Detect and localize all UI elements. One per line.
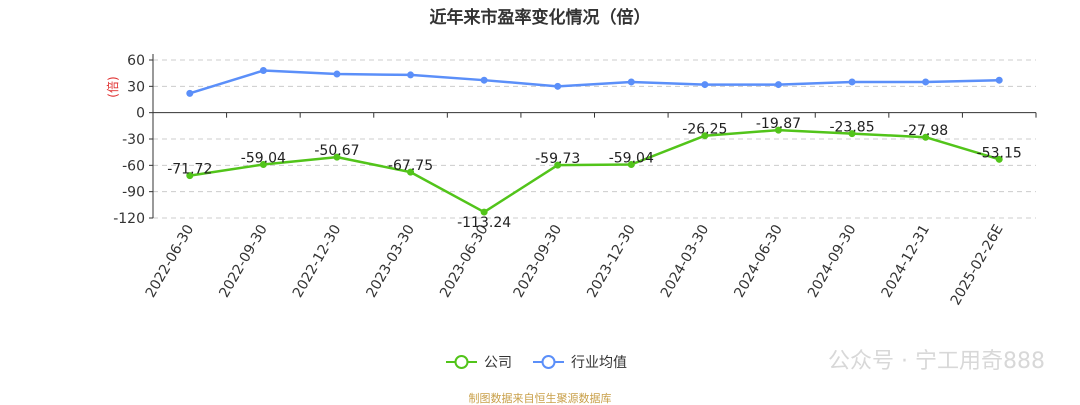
- y-tick-label: -120: [113, 211, 145, 227]
- data-point-industry[interactable]: [627, 78, 635, 86]
- y-tick-label: -90: [122, 185, 145, 201]
- x-tick-label: 2024-09-30: [805, 222, 860, 300]
- y-tick-label: 30: [127, 79, 145, 95]
- data-label-company: -19.87: [756, 116, 801, 132]
- data-label-company: -50.67: [314, 143, 359, 159]
- data-point-company[interactable]: [774, 126, 782, 134]
- data-label-company: -27.98: [903, 123, 948, 139]
- x-tick-label: 2022-09-30: [216, 222, 271, 300]
- data-label-company: -53.15: [977, 145, 1022, 161]
- x-tick-label: 2024-03-30: [658, 222, 713, 300]
- data-labels: -71.72 -59.04 -50.67 -67.75 -113.24 -59.73 -59…: [167, 116, 1022, 231]
- data-point-industry[interactable]: [701, 81, 709, 89]
- y-tick-labels: 60 30 0 -30 -60 -90 -120: [113, 53, 145, 227]
- data-point-industry[interactable]: [554, 82, 562, 90]
- x-tick-label: 2025-02-26E: [948, 222, 1007, 308]
- legend-label-company: 公司: [484, 355, 512, 371]
- x-tick-label: 2024-12-31: [879, 222, 934, 300]
- x-tick-label: 2022-12-30: [290, 222, 345, 300]
- series-lines: [186, 67, 1003, 216]
- data-label-company: -113.24: [457, 215, 511, 231]
- y-tick-label: 0: [136, 106, 145, 122]
- data-point-industry[interactable]: [848, 78, 856, 86]
- y-tick-label: 60: [127, 53, 145, 69]
- data-point-company[interactable]: [995, 155, 1003, 163]
- data-point-company[interactable]: [333, 153, 341, 161]
- data-point-company[interactable]: [186, 172, 194, 180]
- source-note: 制图数据来自恒生聚源数据库: [469, 391, 612, 405]
- data-label-company: -59.73: [535, 151, 580, 167]
- data-point-industry[interactable]: [407, 71, 415, 79]
- data-point-industry[interactable]: [774, 81, 782, 89]
- x-tick-label: 2023-09-30: [511, 222, 566, 300]
- legend[interactable]: 公司 行业均值: [446, 355, 627, 371]
- legend-item-company[interactable]: 公司: [446, 355, 512, 371]
- data-point-industry[interactable]: [995, 76, 1003, 84]
- data-point-company[interactable]: [554, 161, 562, 169]
- data-label-company: -71.72: [167, 162, 212, 178]
- data-point-industry[interactable]: [259, 67, 267, 75]
- data-label-company: -59.04: [241, 150, 286, 166]
- axes: [149, 54, 1037, 219]
- y-tick-label: -30: [122, 132, 145, 148]
- data-point-company[interactable]: [627, 160, 635, 168]
- chart-title: 近年来市盈率变化情况（倍）: [430, 7, 651, 28]
- legend-item-industry[interactable]: 行业均值: [533, 355, 627, 371]
- legend-label-industry: 行业均值: [571, 355, 627, 371]
- data-label-company: -59.04: [609, 150, 654, 166]
- data-point-industry[interactable]: [480, 76, 488, 84]
- y-tick-label: -60: [122, 158, 145, 174]
- series-line-industry: [189, 69, 1000, 95]
- data-point-industry[interactable]: [922, 78, 930, 86]
- x-tick-labels: 2022-06-30 2022-09-30 2022-12-30 2023-03-30…: [143, 222, 1007, 308]
- data-point-company[interactable]: [259, 160, 267, 168]
- data-point-company[interactable]: [701, 132, 709, 140]
- x-tick-label: 2022-06-30: [143, 222, 198, 300]
- y-axis-label: (倍): [105, 76, 120, 97]
- x-tick-label: 2023-06-30: [437, 222, 492, 300]
- x-tick-label: 2023-03-30: [363, 222, 418, 300]
- data-point-company[interactable]: [848, 130, 856, 138]
- legend-marker-industry: [541, 355, 556, 369]
- data-point-company[interactable]: [407, 168, 415, 176]
- data-label-company: -26.25: [682, 122, 727, 138]
- series-line-company: [189, 128, 1000, 214]
- data-label-company: -67.75: [388, 158, 433, 174]
- data-label-company: -23.85: [829, 120, 874, 136]
- x-tick-label: 2024-06-30: [731, 222, 786, 300]
- x-tick-label: 2023-12-30: [584, 222, 639, 300]
- watermark: 公众号 · 宁工用奇888: [828, 349, 1045, 374]
- data-point-company[interactable]: [922, 133, 930, 141]
- data-point-industry[interactable]: [333, 70, 341, 78]
- data-point-industry[interactable]: [186, 89, 194, 97]
- data-point-company[interactable]: [480, 208, 488, 216]
- legend-marker-company: [454, 355, 469, 369]
